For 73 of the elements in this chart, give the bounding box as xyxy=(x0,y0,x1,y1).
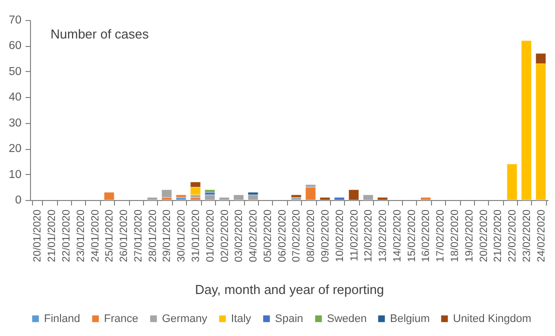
bar xyxy=(320,197,330,200)
legend-label: Spain xyxy=(275,312,304,325)
x-tick-label: 11/02/2020 xyxy=(348,209,360,262)
bar xyxy=(348,189,360,200)
x-tick-label: 06/02/2020 xyxy=(276,209,288,262)
x-tick-label: 03/02/2020 xyxy=(233,209,246,262)
bar xyxy=(248,194,258,200)
x-tick-label: 24/02/2020 xyxy=(535,209,548,262)
x-tick-label: 17/02/2020 xyxy=(434,209,447,262)
x-tick-label: 08/02/2020 xyxy=(305,209,318,262)
y-tick-label: 0 xyxy=(15,194,22,206)
bar xyxy=(204,189,216,193)
y-tick-label: 40 xyxy=(8,92,22,104)
x-axis-title: Day, month and year of reporting xyxy=(194,282,384,298)
bar xyxy=(233,194,244,200)
bar xyxy=(290,194,302,198)
x-tick-label: 02/02/2020 xyxy=(218,209,231,262)
bar xyxy=(176,194,186,198)
x-tick-label: 30/01/2020 xyxy=(176,209,188,262)
legend-label: Italy xyxy=(231,312,252,325)
y-tick-label: 70 xyxy=(8,14,22,26)
legend-label: France xyxy=(104,312,138,325)
x-tick-label: 07/02/2020 xyxy=(290,209,303,262)
x-tick-label: 19/02/2020 xyxy=(463,209,476,262)
bar xyxy=(506,164,518,200)
bar xyxy=(420,197,431,200)
x-tick-label: 29/01/2020 xyxy=(161,209,174,262)
x-tick-label: 20/01/2020 xyxy=(32,209,44,262)
x-tick-label: 22/02/2020 xyxy=(506,209,519,262)
x-tick-label: 13/02/2020 xyxy=(377,209,390,262)
bar xyxy=(104,192,114,200)
x-tick-label: 22/01/2020 xyxy=(60,209,72,262)
x-tick-label: 01/02/2020 xyxy=(204,209,216,262)
y-tick-label: 20 xyxy=(8,143,22,156)
x-tick-label: 25/01/2020 xyxy=(104,209,116,262)
bar xyxy=(204,194,216,200)
x-tick-label: 12/02/2020 xyxy=(362,209,375,262)
x-tick-label: 04/02/2020 xyxy=(248,209,260,262)
bar xyxy=(218,197,230,200)
x-tick-label: 18/02/2020 xyxy=(448,209,461,262)
x-tick-label: 14/02/2020 xyxy=(391,209,404,262)
legend-label: Germany xyxy=(162,312,208,325)
y-tick-label: 60 xyxy=(8,40,22,52)
x-tick-label: 23/02/2020 xyxy=(520,209,533,262)
x-tick-label: 05/02/2020 xyxy=(262,209,274,262)
x-tick-label: 28/01/2020 xyxy=(146,209,159,262)
x-tick-label: 15/02/2020 xyxy=(406,209,418,262)
bar xyxy=(147,197,158,200)
x-tick-label: 23/01/2020 xyxy=(74,209,87,262)
legend-label: United Kingdom xyxy=(453,312,532,325)
x-tick-label: 24/01/2020 xyxy=(89,209,102,262)
y-tick-label: 30 xyxy=(8,117,22,130)
x-tick-label: 10/02/2020 xyxy=(334,209,346,262)
bar xyxy=(305,186,316,200)
x-tick-label: 21/02/2020 xyxy=(492,209,504,262)
legend-label: Sweden xyxy=(327,312,367,325)
x-tick-label: 21/01/2020 xyxy=(46,209,58,262)
y-tick-label: 10 xyxy=(8,168,22,181)
bar xyxy=(362,194,374,200)
bar xyxy=(334,197,345,200)
legend-label: Belgium xyxy=(390,312,430,325)
bar xyxy=(161,189,172,198)
bar xyxy=(377,197,388,200)
x-tick-label: 26/01/2020 xyxy=(118,209,130,262)
y-axis-title: Number of cases xyxy=(50,26,150,42)
x-tick-label: 16/02/2020 xyxy=(420,209,432,262)
x-tick-label: 20/02/2020 xyxy=(478,209,490,262)
x-tick-label: 27/01/2020 xyxy=(132,209,144,262)
y-tick-label: 50 xyxy=(8,66,22,78)
bar xyxy=(521,40,532,200)
x-tick-label: 09/02/2020 xyxy=(319,209,332,262)
x-tick-label: 31/01/2020 xyxy=(190,209,202,262)
legend-label: Finland xyxy=(44,312,80,325)
